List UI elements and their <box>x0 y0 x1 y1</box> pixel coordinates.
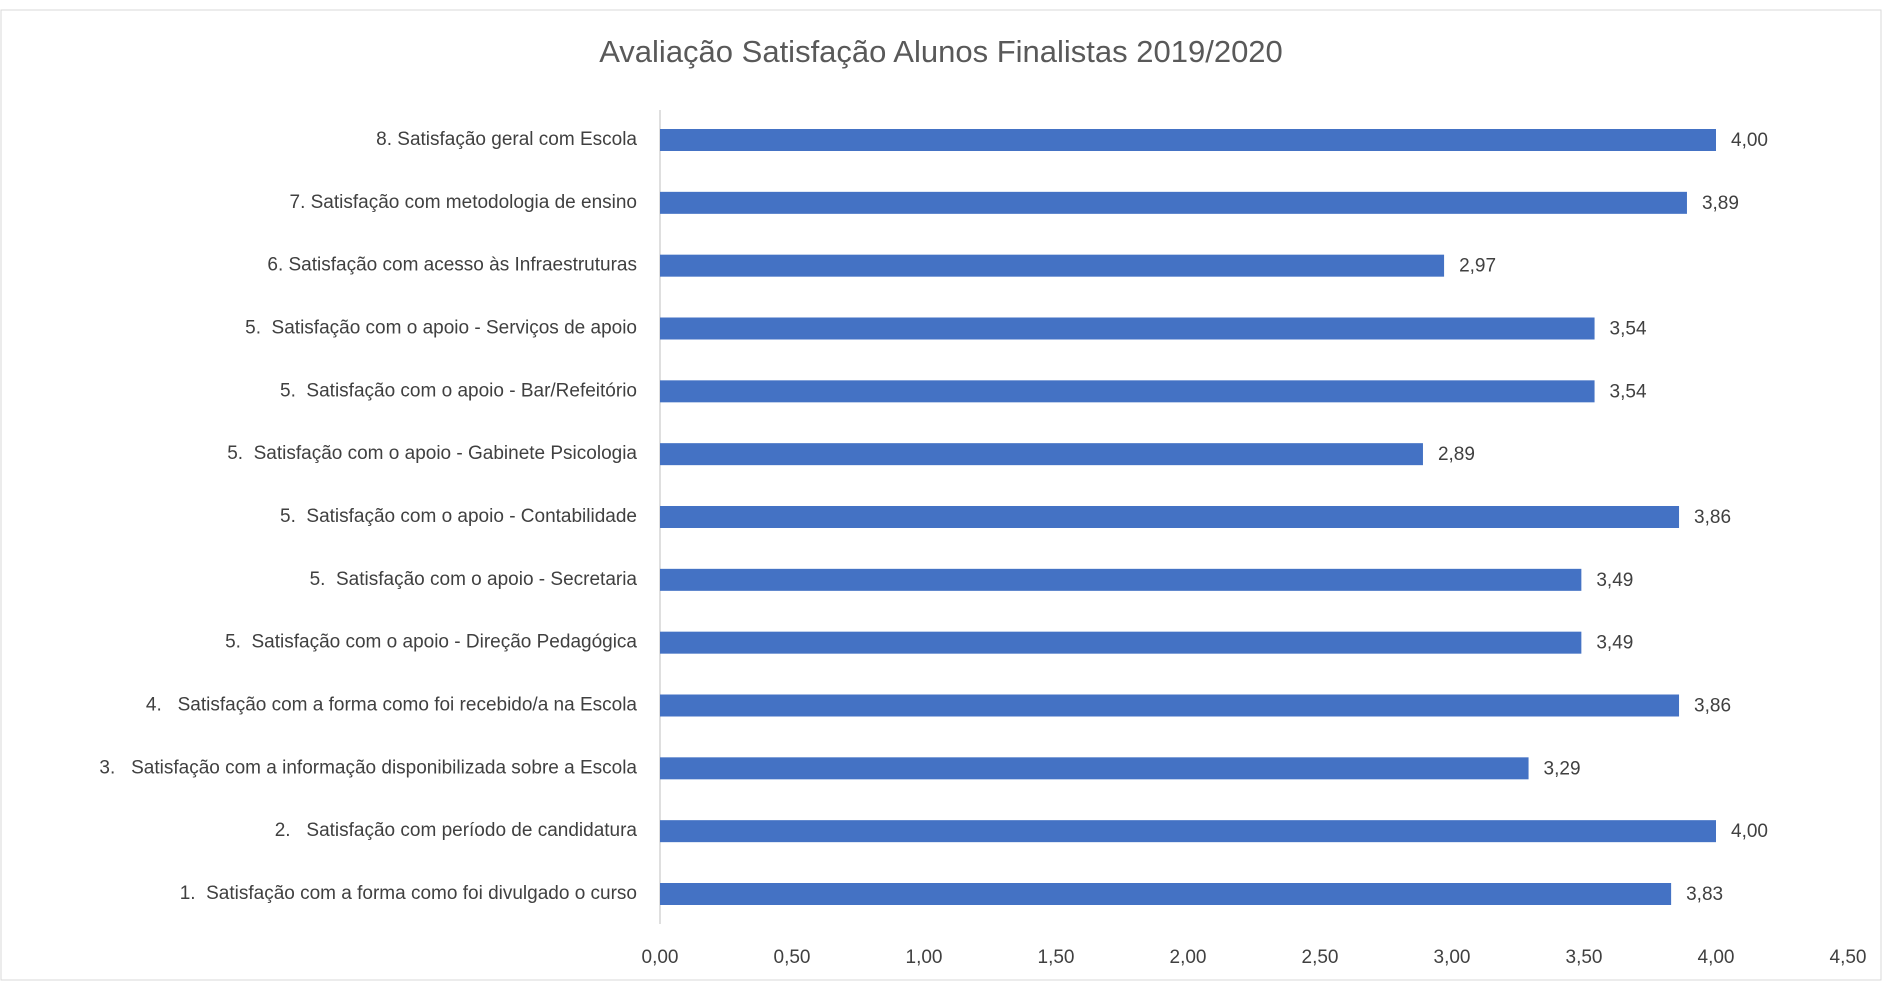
y-tick-label: 5. Satisfação com o apoio - Contabilidad… <box>280 506 637 527</box>
x-tick-label: 1,00 <box>906 947 943 968</box>
data-label: 3,54 <box>1610 319 1647 340</box>
x-tick-label: 4,50 <box>1830 947 1867 968</box>
y-tick-label: 1. Satisfação com a forma como foi divul… <box>180 883 637 904</box>
data-label: 3,83 <box>1686 884 1723 905</box>
bar <box>660 883 1672 905</box>
chart-border <box>0 9 1882 981</box>
y-tick-label: 5. Satisfação com o apoio - Bar/Refeitór… <box>280 380 637 401</box>
y-tick-label: 5. Satisfação com o apoio - Serviços de … <box>245 318 637 339</box>
bar <box>660 631 1582 654</box>
x-tick-label: 3,50 <box>1566 947 1603 968</box>
bar <box>660 191 1687 214</box>
data-label: 3,29 <box>1544 758 1581 779</box>
bar <box>660 568 1582 591</box>
bar <box>660 506 1680 528</box>
y-tick-label: 4. Satisfação com a forma como foi receb… <box>146 695 638 716</box>
x-tick-label: 2,50 <box>1302 947 1339 968</box>
y-tick-label: 7. Satisfação com metodologia de ensino <box>290 192 638 213</box>
x-tick-label: 0,50 <box>774 947 811 968</box>
data-label: 3,54 <box>1610 381 1647 402</box>
y-tick-label: 6. Satisfação com acesso às Infraestrutu… <box>267 255 637 276</box>
x-tick-label: 4,00 <box>1698 947 1735 968</box>
x-tick-label: 3,00 <box>1434 947 1471 968</box>
bar <box>660 317 1595 340</box>
chart-title: Avaliação Satisfação Alunos Finalistas 2… <box>599 34 1283 69</box>
bar <box>660 380 1595 403</box>
y-tick-label: 5. Satisfação com o apoio - Direção Peda… <box>225 632 637 653</box>
y-tick-label: 5. Satisfação com o apoio - Secretaria <box>310 569 638 590</box>
bar <box>660 757 1529 780</box>
bar <box>660 443 1423 466</box>
x-tick-label: 1,50 <box>1038 947 1075 968</box>
data-label: 3,86 <box>1694 507 1731 528</box>
y-tick-label: 5. Satisfação com o apoio - Gabinete Psi… <box>227 443 637 464</box>
x-tick-label: 2,00 <box>1170 947 1207 968</box>
y-tick-label: 3. Satisfação com a informação disponibi… <box>99 757 637 778</box>
data-label: 2,89 <box>1438 444 1475 465</box>
bar <box>660 820 1716 843</box>
bar <box>660 129 1716 151</box>
data-label: 3,49 <box>1596 570 1633 591</box>
x-tick-label: 0,00 <box>642 947 679 968</box>
data-label: 3,86 <box>1694 696 1731 717</box>
data-label: 2,97 <box>1459 256 1496 277</box>
data-label: 4,00 <box>1731 821 1768 842</box>
data-label: 3,49 <box>1596 633 1633 654</box>
y-tick-label: 2. Satisfação com período de candidatura <box>275 820 638 841</box>
bar <box>660 694 1680 717</box>
bar <box>660 254 1445 277</box>
data-label: 3,89 <box>1702 193 1739 214</box>
y-tick-label: 8. Satisfação geral com Escola <box>376 129 637 150</box>
data-label: 4,00 <box>1731 130 1768 151</box>
